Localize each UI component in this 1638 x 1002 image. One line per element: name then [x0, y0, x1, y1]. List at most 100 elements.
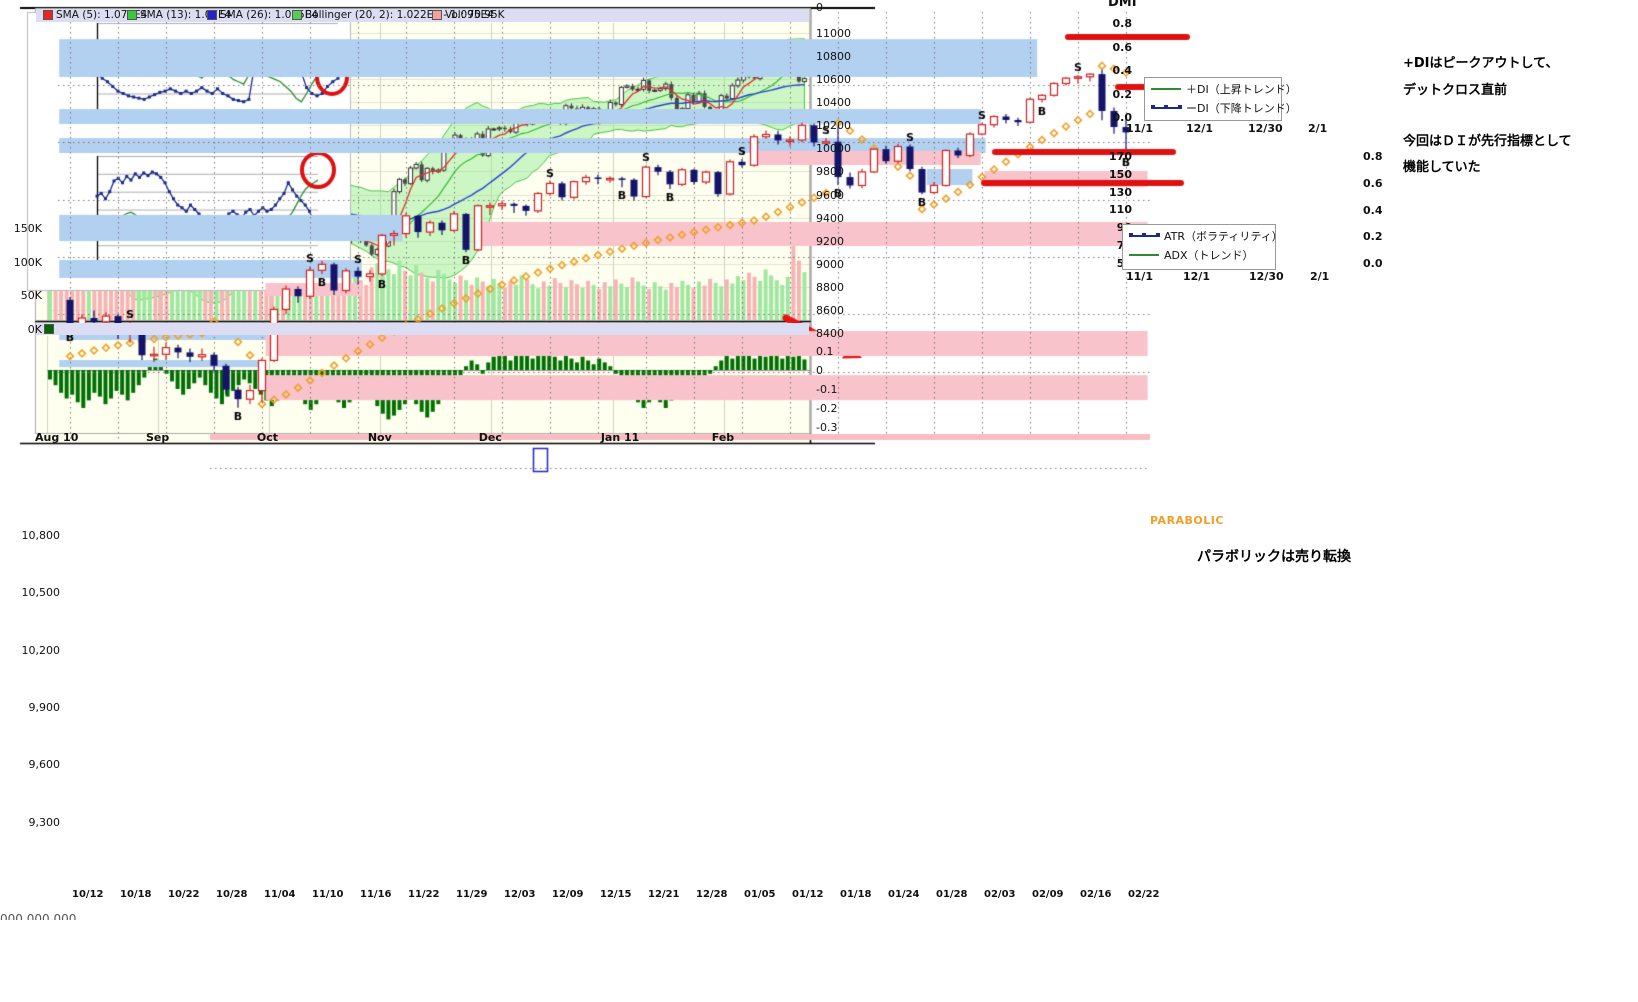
month-label: Aug 10 [35, 431, 79, 444]
atr-left-tick: 130 [1109, 185, 1132, 199]
dmi-note-line2: デットクロス直前 [1403, 83, 1508, 98]
parabolic-sell-note: パラボリックは売り転換 [1197, 549, 1351, 565]
bottom-x-tick: 11/22 [408, 889, 440, 900]
price-axis-tick: 10000 [816, 142, 851, 156]
bottom-x-tick: 02/22 [1128, 889, 1160, 900]
chaikin-legend-swatch [44, 324, 54, 334]
legend-swatch-3 [292, 10, 302, 20]
price-axis-tick: 10800 [816, 50, 851, 64]
bottom-x-tick: 02/03 [984, 889, 1016, 900]
dmi-legend-line-sample-0 [1151, 88, 1181, 90]
month-label: Sep [145, 431, 170, 444]
dmi-legend-label-1: ーDI（下降トレンド） [1186, 102, 1297, 115]
dmi-y-tick: 0.2 [1112, 87, 1133, 101]
dmi-x-tick: 11/1 [1126, 122, 1153, 135]
price-axis-tick: 8800 [816, 280, 844, 294]
bottom-y-tick: 10,200 [21, 643, 61, 657]
atr-left-tick: 150 [1109, 167, 1132, 181]
bottom-y-tick: 10,800 [21, 529, 61, 542]
bottom-y-tick: 9,300 [28, 815, 61, 829]
chaikin-axis-tick: 0.1 [816, 345, 834, 358]
month-label: Oct [256, 431, 279, 444]
month-label: Dec [478, 431, 502, 444]
atr-adx-legend-marker-dot [1142, 233, 1146, 237]
adx-right-tick: 0.4 [1363, 203, 1383, 217]
bottom-x-tick: 11/04 [264, 889, 296, 900]
bottom-x-tick: 01/12 [792, 889, 824, 900]
bottom-x-tick: 12/15 [600, 889, 632, 900]
price-axis-tick: 10600 [816, 73, 851, 87]
dmi-x-tick: 12/1 [1186, 122, 1213, 135]
dmi-note-line1: +DIはピークアウトして、 [1403, 56, 1559, 71]
bottom-x-tick: 01/18 [840, 889, 872, 900]
bottom-x-tick: 01/28 [936, 889, 968, 900]
chaikin-legend-strip [36, 323, 809, 335]
adx-right-tick: 0.2 [1363, 230, 1383, 244]
month-label: Feb [711, 431, 735, 444]
atr-adx-legend-line-sample-1 [1129, 254, 1159, 256]
dmi-legend-marker-dot [1178, 105, 1182, 109]
bottom-x-tick: 10/12 [72, 889, 104, 900]
atr-adx-legend-label-0: ATR（ボラティリティ） [1164, 230, 1283, 243]
bottom-x-tick: 12/28 [696, 889, 728, 900]
volume-axis-tick: 50K [20, 289, 42, 303]
price-axis-tick: 9000 [816, 257, 844, 271]
chaikin-axis-tick: 0 [816, 364, 823, 377]
dmi-x-tick: 2/1 [1308, 122, 1328, 135]
bottom-x-tick: 11/29 [456, 889, 488, 900]
price-axis-tick: 11000 [816, 27, 851, 40]
volume-axis-tick: 0K [27, 323, 42, 336]
legend-label-2: SMA (26): 1.055E4 [220, 9, 319, 21]
legend-swatch-0 [43, 10, 53, 20]
atr-adx-legend-label-1: ADX（トレンド） [1164, 249, 1254, 262]
price-axis-tick: 9600 [816, 188, 844, 202]
bottom-x-tick: 02/16 [1080, 889, 1112, 900]
atr-x-tick: 12/1 [1183, 270, 1210, 283]
adx-right-tick: 0.6 [1363, 176, 1383, 190]
bottom-x-tick: 02/09 [1032, 889, 1064, 900]
atr-adx-legend [1122, 224, 1276, 270]
dmi-legend-marker-dot [1164, 105, 1168, 109]
chaikin-axis-tick: -0.2 [816, 402, 838, 415]
volume-axis-zero-label: 0 [816, 1, 823, 14]
chaikin-axis-tick: -0.3 [816, 421, 838, 434]
legend-label-4: Vol: 70.95K [445, 9, 505, 21]
bottom-y-tick: 10,500 [21, 586, 61, 600]
bottom-y-tick: 9,600 [28, 758, 61, 772]
dmi-y-tick: 0.8 [1112, 17, 1133, 30]
bottom-x-tick: 10/22 [168, 889, 200, 900]
dmi-y-tick: 0.4 [1112, 64, 1133, 77]
adx-right-tick: 0.8 [1363, 150, 1383, 163]
price-axis-tick: 9400 [816, 211, 844, 225]
parabolic-chart-canvas [0, 0, 1200, 500]
dmi-legend-label-0: ＋DI（上昇トレンド） [1186, 83, 1297, 96]
month-label: Jan 11 [600, 431, 640, 444]
atr-x-tick: 11/1 [1126, 270, 1153, 283]
legend-swatch-4 [432, 10, 442, 20]
bottom-x-tick: 01/24 [888, 889, 920, 900]
price-axis-tick: 9200 [816, 234, 844, 248]
bottom-x-tick: 11/16 [360, 889, 392, 900]
atr-x-tick: 12/30 [1249, 270, 1284, 283]
atr-adx-legend-marker-dot [1156, 233, 1160, 237]
bottom-x-tick: 12/21 [648, 889, 680, 900]
price-axis-tick: 8600 [816, 303, 844, 317]
bottom-x-tick: 10/28 [216, 889, 248, 900]
dmi-note-line4: 機能していた [1403, 160, 1481, 175]
price-axis-tick: 10200 [816, 119, 851, 133]
dmi-legend-marker-dot [1151, 105, 1155, 109]
dmi-panel-title: DMI [1108, 0, 1137, 10]
volume-axis-tick: 100K [13, 255, 42, 269]
atr-left-tick: 110 [1109, 203, 1132, 217]
price-axis-tick: 9800 [816, 165, 844, 179]
bottom-y-tick: 9,900 [28, 700, 61, 714]
bottom-x-tick: 01/05 [744, 889, 776, 900]
dmi-x-tick: 12/30 [1248, 122, 1283, 135]
parabolic-label: PARABOLIC [1150, 514, 1224, 527]
atr-adx-legend-marker-dot [1129, 233, 1133, 237]
atr-left-tick: 170 [1109, 150, 1132, 163]
volume-axis-tick: 150K [13, 221, 42, 235]
atr-x-tick: 2/1 [1310, 270, 1330, 283]
legend-label-0: SMA (5): 1.076E4 [56, 9, 148, 21]
bottom-x-tick: 12/09 [552, 889, 584, 900]
